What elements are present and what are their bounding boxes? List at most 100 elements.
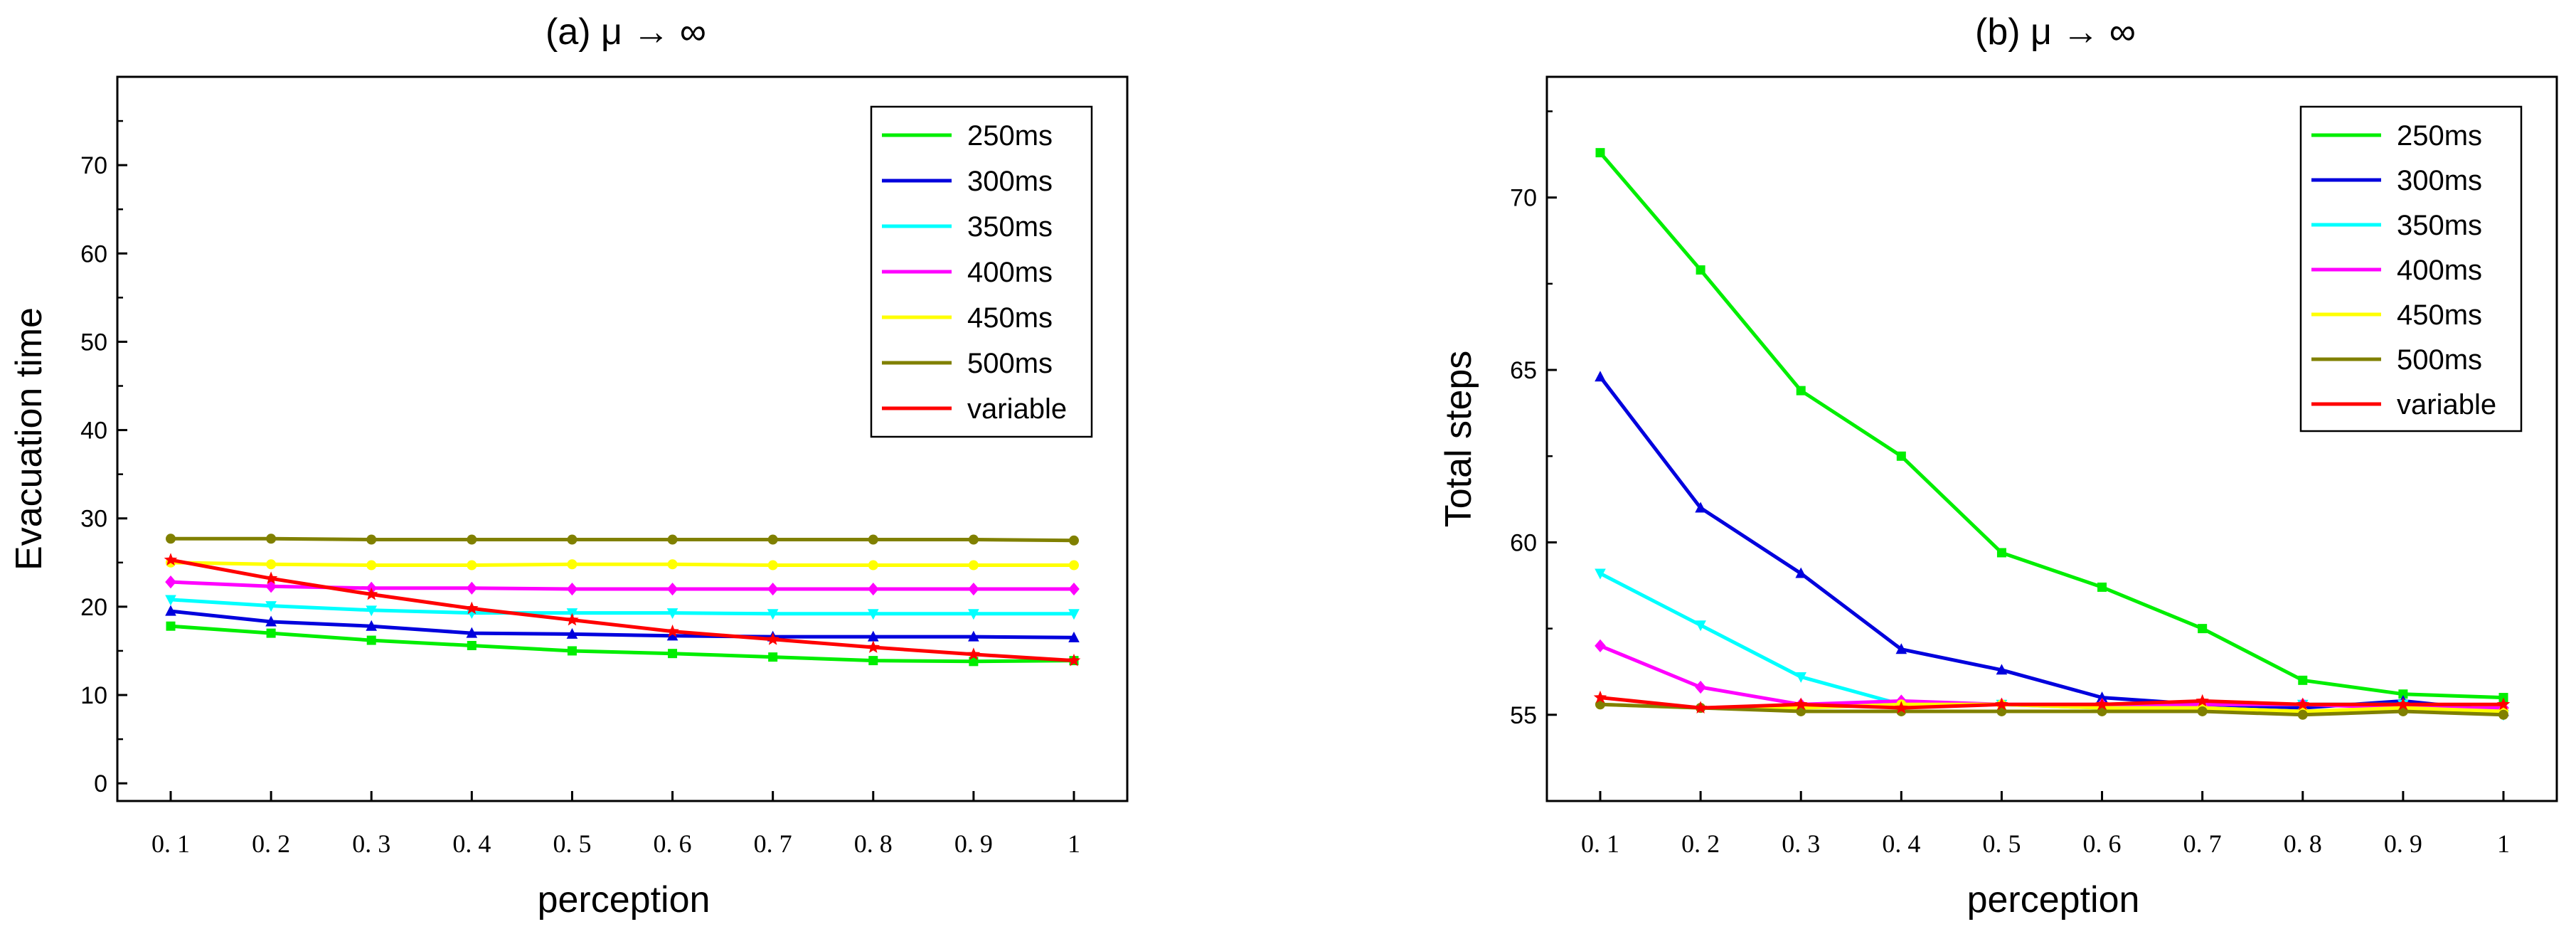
- x-tick-label: 0. 2: [252, 829, 290, 858]
- data-point: [1794, 697, 1808, 711]
- chart-a-legend: 250ms 300ms 350ms 400ms 450ms 500ms variable: [870, 105, 1093, 438]
- data-point: [166, 621, 176, 631]
- chart-b-plot-frame: [1545, 75, 2558, 802]
- data-point: [868, 534, 878, 545]
- data-point: [1895, 643, 1907, 654]
- x-tick-label: 0. 4: [452, 829, 491, 858]
- x-tick-label: 0. 4: [1882, 829, 1920, 858]
- x-tick-label: 0. 1: [1581, 829, 1619, 858]
- data-point: [767, 582, 779, 596]
- chart-a-y-axis: 0 10 20 30 40 50 60 70: [80, 120, 127, 797]
- series-line-450ms: [170, 561, 1074, 567]
- data-point: [1795, 567, 1807, 578]
- data-point: [1996, 664, 2008, 675]
- x-tick-label: 0. 7: [754, 829, 792, 858]
- y-tick-label: 20: [80, 594, 107, 621]
- data-point: [667, 534, 678, 545]
- data-point: [264, 571, 278, 584]
- data-point: [1595, 699, 1605, 710]
- legend-label-300ms: 300ms: [2397, 165, 2482, 196]
- data-point: [466, 627, 478, 638]
- legend-label-400ms: 400ms: [2397, 255, 2482, 286]
- data-point: [968, 560, 979, 571]
- series-450ms: [166, 557, 1079, 571]
- data-point: [1996, 548, 2006, 558]
- legend-label-450ms: 450ms: [2397, 299, 2482, 331]
- series-300ms: [165, 605, 1080, 642]
- series-line-250ms: [170, 624, 1075, 664]
- chart-a-x-axis-title: perception: [538, 879, 710, 921]
- data-point: [768, 652, 778, 662]
- x-tick-label: 0. 3: [352, 829, 390, 858]
- data-point: [1693, 701, 1708, 713]
- series-line-250ms: [1599, 151, 2504, 700]
- data-point: [1995, 697, 2008, 711]
- data-point: [366, 534, 377, 545]
- data-point: [2197, 706, 2208, 716]
- x-tick-label: 1: [1068, 829, 1080, 858]
- data-point: [567, 646, 577, 656]
- data-point: [968, 534, 979, 545]
- chart-b-series: [1593, 148, 2511, 721]
- data-point: [1796, 386, 1806, 396]
- data-point: [265, 580, 277, 593]
- y-tick-label: 70: [1510, 185, 1537, 212]
- data-point: [2196, 694, 2209, 707]
- x-tick-label: 0. 7: [2183, 829, 2222, 858]
- data-point: [967, 647, 981, 660]
- data-point: [2198, 624, 2208, 634]
- data-point: [867, 609, 879, 620]
- data-point: [2297, 709, 2308, 720]
- chart-a-x-axis: 0. 1 0. 2 0. 3 0. 4 0. 5 0. 6 0. 7 0. 8 0. 9 1: [151, 791, 1080, 858]
- x-tick-label: 0. 5: [1982, 829, 2021, 858]
- x-tick-label: 0. 8: [2284, 829, 2322, 858]
- series-line-350ms: [170, 598, 1074, 616]
- data-point: [968, 609, 979, 620]
- data-point: [668, 649, 678, 659]
- data-point: [868, 656, 878, 666]
- data-point: [2296, 697, 2310, 711]
- data-point: [2498, 709, 2508, 720]
- data-point: [1069, 535, 1079, 546]
- x-tick-label: 0. 6: [654, 829, 692, 858]
- legend-label-250ms: 250ms: [2397, 120, 2482, 152]
- x-tick-label: 0. 6: [2083, 829, 2122, 858]
- chart-b-y-axis-title: Total steps: [1438, 351, 1479, 528]
- data-point: [1695, 680, 1706, 694]
- data-point: [2396, 697, 2410, 711]
- chart-b-legend: 250ms 300ms 350ms 400ms 450ms 500ms variable: [2299, 105, 2523, 433]
- data-point: [2398, 689, 2408, 699]
- x-tick-label: 0. 5: [553, 829, 591, 858]
- data-point: [968, 582, 979, 596]
- y-tick-label: 0: [94, 770, 107, 797]
- data-point: [565, 612, 579, 626]
- chart-b-x-axis: 0. 1 0. 2 0. 3 0. 4 0. 5 0. 6 0. 7 0. 8 0. 9 1: [1581, 791, 2510, 858]
- x-tick-label: 0. 3: [1782, 829, 1820, 858]
- data-point: [1069, 560, 1079, 571]
- data-point: [364, 587, 378, 600]
- data-point: [1068, 631, 1080, 642]
- data-point: [666, 630, 678, 641]
- legend-label-400ms: 400ms: [967, 257, 1053, 288]
- data-point: [567, 534, 578, 545]
- data-point: [1593, 690, 1607, 704]
- data-point: [366, 560, 377, 571]
- legend-label-450ms: 450ms: [967, 302, 1053, 334]
- data-point: [1067, 653, 1081, 667]
- legend-label-variable: variable: [2397, 389, 2496, 420]
- series-line-variable: [170, 558, 1075, 663]
- data-point: [1595, 371, 1606, 382]
- data-point: [1068, 609, 1080, 620]
- y-tick-label: 40: [80, 418, 107, 445]
- y-tick-label: 55: [1510, 702, 1537, 729]
- legend-label-500ms: 500ms: [2397, 344, 2482, 376]
- data-point: [164, 553, 178, 566]
- data-point: [1795, 672, 1807, 683]
- data-point: [766, 632, 779, 645]
- x-tick-label: 0. 9: [2384, 829, 2422, 858]
- data-point: [165, 575, 176, 589]
- data-point: [867, 582, 879, 596]
